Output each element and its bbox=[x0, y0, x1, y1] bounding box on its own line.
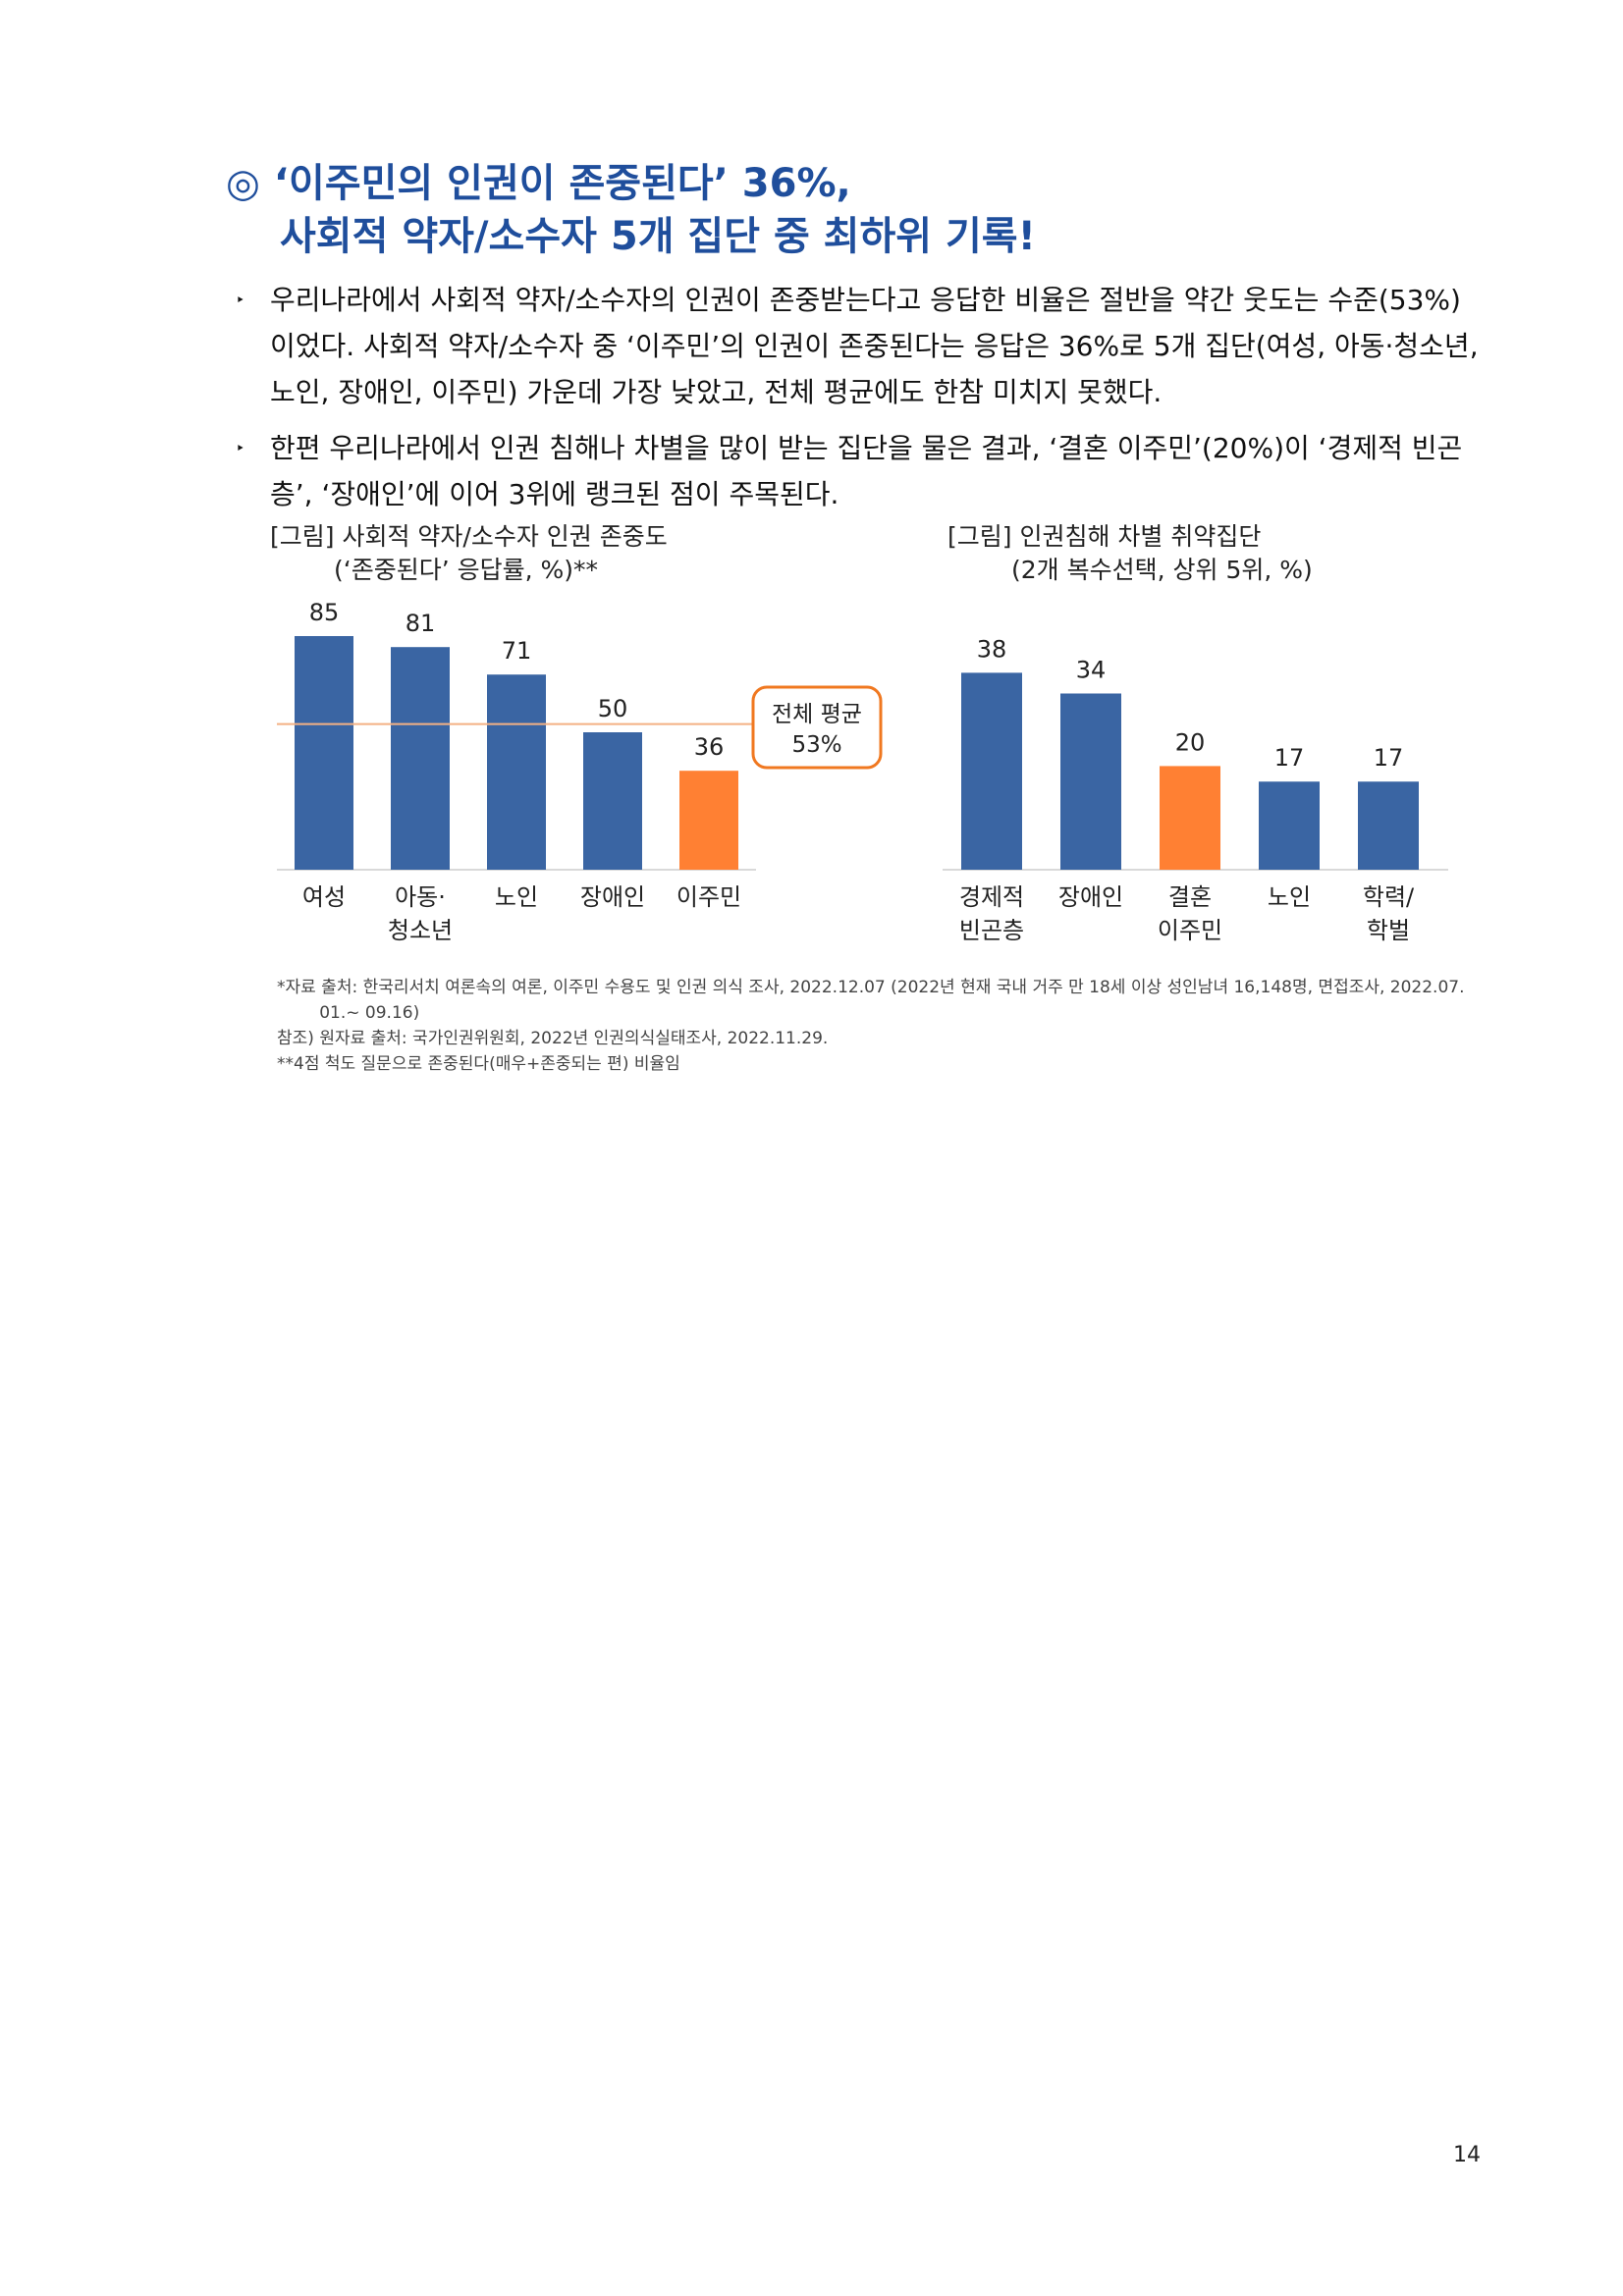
section-heading: ◎ ‘이주민의 인권이 존중된다’ 36%, 사회적 약자/소수자 5개 집단 … bbox=[226, 157, 1036, 263]
chart-1-bar bbox=[583, 732, 642, 870]
page-number: 14 bbox=[1453, 2143, 1481, 2167]
chart-1-bar bbox=[391, 647, 450, 870]
chart-2-category-label: 이주민 bbox=[1158, 917, 1222, 944]
chart-2-bar bbox=[1060, 693, 1121, 870]
chart-2-category-label: 장애인 bbox=[1058, 883, 1123, 911]
chart-2-category-label: 결혼 bbox=[1168, 883, 1212, 911]
chart-1-category-label: 이주민 bbox=[676, 883, 741, 911]
bullet-item: ‣ 우리나라에서 사회적 약자/소수자의 인권이 존중받는다고 응답한 비율은 … bbox=[236, 277, 1483, 415]
chart-2-bar bbox=[1259, 781, 1320, 870]
bullet-item: ‣ 한편 우리나라에서 인권 침해나 차별을 많이 받는 집단을 물은 결과, … bbox=[236, 425, 1483, 517]
bullet-text-line: 우리나라에서 사회적 약자/소수자의 인권이 존중받는다고 응답한 비율은 절반… bbox=[270, 284, 1461, 316]
chart-1-category-label: 노인 bbox=[495, 883, 538, 911]
chart-1-average-label: 전체 평균 bbox=[772, 702, 862, 727]
chart-1-category-label: 아동· bbox=[395, 883, 446, 911]
chart-1-data-label: 50 bbox=[598, 695, 628, 722]
footnote-reference: 참조) 원자료 출처: 국가인권위원회, 2022년 인권의식실태조사, 202… bbox=[277, 1029, 829, 1048]
heading-line-1: ◎ ‘이주민의 인권이 존중된다’ 36%, bbox=[226, 161, 851, 206]
chart-1-caption: [그림] 사회적 약자/소수자 인권 존중도 (‘존중된다’ 응답률, %)** bbox=[270, 520, 668, 587]
chart-1-bar bbox=[679, 771, 738, 870]
bullet-text-line: 한편 우리나라에서 인권 침해나 차별을 많이 받는 집단을 물은 결과, ‘결… bbox=[270, 432, 1463, 464]
chart-1-data-label: 71 bbox=[502, 637, 532, 665]
chart-2-bar bbox=[961, 672, 1022, 870]
chart-1-data-label: 81 bbox=[406, 610, 436, 637]
footnote-source: *자료 출처: 한국리서치 여론속의 여론, 이주민 수용도 및 인권 의식 조… bbox=[277, 978, 1465, 997]
chart-2-caption: [그림] 인권침해 차별 취약집단 (2개 복수선택, 상위 5위, %) bbox=[947, 520, 1313, 587]
chart-1-subtitle: (‘존중된다’ 응답률, %)** bbox=[334, 556, 598, 584]
chart-1-data-label: 36 bbox=[694, 733, 725, 761]
chart-respect-level: 85 여성 81 아동· 청소년 71 노인 50 장애인 36 이주민 전체 평균 53% bbox=[277, 599, 883, 944]
chart-1-category-label: 장애인 bbox=[580, 883, 645, 911]
chart-2-title: [그림] 인권침해 차별 취약집단 bbox=[947, 522, 1262, 551]
chart-2-subtitle: (2개 복수선택, 상위 5위, %) bbox=[1011, 556, 1313, 584]
chart-1-average-value: 53% bbox=[791, 732, 841, 758]
chart-2-category-label: 노인 bbox=[1268, 883, 1311, 911]
chart-1-category-label: 청소년 bbox=[388, 917, 453, 944]
bullet-marker-icon: ‣ bbox=[236, 291, 245, 309]
chart-2-data-label: 17 bbox=[1374, 744, 1404, 772]
chart-2-category-label: 빈곤층 bbox=[959, 917, 1024, 944]
footnotes: *자료 출처: 한국리서치 여론속의 여론, 이주민 수용도 및 인권 의식 조… bbox=[277, 975, 1494, 1077]
chart-2-category-label: 학력/ bbox=[1363, 883, 1415, 911]
chart-2-bar bbox=[1358, 781, 1419, 870]
chart-2-data-label: 34 bbox=[1076, 656, 1107, 683]
footnote-note: **4점 척도 질문으로 존중된다(매우+존중되는 편) 비율임 bbox=[277, 1054, 680, 1074]
chart-2-category-label: 경제적 bbox=[959, 883, 1024, 911]
bullet-text-line: 노인, 장애인, 이주민) 가운데 가장 낮았고, 전체 평균에도 한참 미치지… bbox=[270, 376, 1163, 408]
chart-1-average-callout bbox=[751, 685, 883, 770]
bullet-text-line: 층’, ‘장애인’에 이어 3위에 랭크된 점이 주목된다. bbox=[270, 478, 839, 510]
footnote-source-cont: 01.~ 09.16) bbox=[277, 1003, 420, 1023]
chart-1-bar bbox=[487, 674, 546, 870]
bullet-text-line: 이었다. 사회적 약자/소수자 중 ‘이주민’의 인권이 존중된다는 응답은 3… bbox=[270, 330, 1479, 362]
chart-1-bar bbox=[295, 636, 353, 870]
chart-1-category-label: 여성 bbox=[302, 883, 346, 911]
chart-2-data-label: 20 bbox=[1175, 728, 1206, 756]
chart-1-data-label: 85 bbox=[309, 599, 340, 626]
chart-2-data-label: 38 bbox=[977, 635, 1007, 663]
chart-2-category-label: 학벌 bbox=[1367, 917, 1410, 944]
chart-2-bar bbox=[1160, 766, 1220, 870]
chart-1-title: [그림] 사회적 약자/소수자 인권 존중도 bbox=[270, 522, 668, 551]
chart-2-data-label: 17 bbox=[1274, 744, 1305, 772]
bullet-marker-icon: ‣ bbox=[236, 439, 245, 457]
heading-line-2: 사회적 약자/소수자 5개 집단 중 최하위 기록! bbox=[280, 214, 1036, 259]
bullet-list: ‣ 우리나라에서 사회적 약자/소수자의 인권이 존중받는다고 응답한 비율은 … bbox=[236, 277, 1483, 527]
